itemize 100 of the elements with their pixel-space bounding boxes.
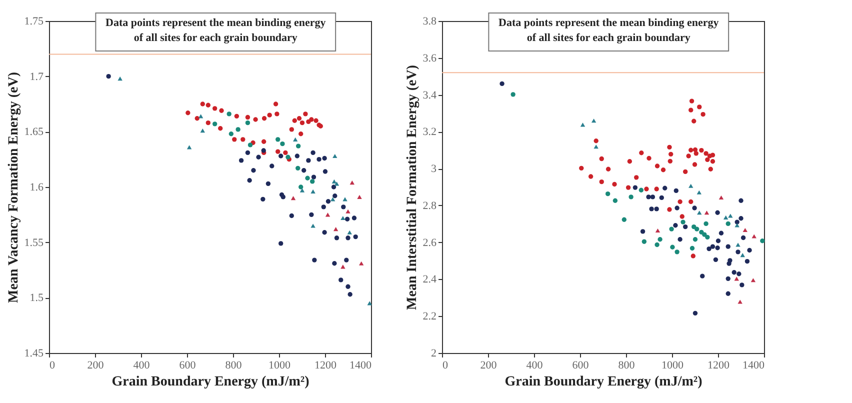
point bbox=[654, 206, 659, 212]
point bbox=[728, 214, 733, 218]
point bbox=[266, 181, 271, 186]
point bbox=[106, 74, 111, 79]
point bbox=[692, 162, 698, 167]
point bbox=[253, 117, 258, 122]
x-tick-label: 600 bbox=[572, 360, 590, 372]
annotation: Data points represent the mean binding energy of all sites for each grain boundary bbox=[106, 17, 326, 44]
point bbox=[228, 132, 234, 136]
point bbox=[740, 235, 746, 240]
point bbox=[344, 258, 349, 262]
point bbox=[344, 216, 350, 222]
y-tick-label: 2.6 bbox=[422, 236, 437, 249]
point bbox=[267, 112, 272, 118]
point bbox=[622, 217, 627, 222]
point bbox=[689, 98, 694, 104]
point bbox=[718, 230, 724, 236]
point bbox=[332, 261, 337, 266]
point bbox=[690, 254, 696, 258]
point bbox=[650, 194, 656, 200]
point bbox=[728, 258, 732, 263]
point bbox=[118, 76, 122, 81]
point bbox=[332, 194, 338, 198]
x-tick-label: 1000 bbox=[268, 360, 291, 372]
point bbox=[704, 210, 710, 215]
point bbox=[294, 154, 300, 158]
point bbox=[510, 92, 516, 97]
point bbox=[340, 216, 346, 220]
point bbox=[326, 199, 331, 204]
point bbox=[726, 244, 730, 249]
point bbox=[606, 166, 611, 172]
point bbox=[296, 116, 302, 121]
point bbox=[667, 207, 672, 212]
x-tick-label: 0 bbox=[442, 360, 448, 372]
point bbox=[325, 212, 330, 217]
point bbox=[723, 215, 728, 220]
point bbox=[726, 221, 730, 226]
point bbox=[200, 128, 205, 133]
point bbox=[668, 158, 673, 164]
point bbox=[736, 242, 740, 247]
y-tick-label: 1.55 bbox=[24, 236, 44, 249]
point bbox=[289, 127, 294, 132]
point bbox=[334, 236, 340, 240]
point bbox=[273, 102, 278, 106]
point bbox=[331, 184, 336, 190]
point bbox=[206, 120, 211, 126]
point bbox=[747, 248, 752, 253]
y-tick-label: 3.8 bbox=[422, 16, 437, 28]
point bbox=[333, 227, 338, 232]
point bbox=[736, 250, 740, 254]
point bbox=[642, 239, 647, 244]
point bbox=[640, 229, 646, 234]
point bbox=[219, 108, 224, 113]
point bbox=[632, 185, 638, 190]
point bbox=[251, 168, 256, 173]
point bbox=[260, 196, 266, 202]
y-tick-label: 3.6 bbox=[422, 52, 437, 64]
point bbox=[710, 159, 716, 164]
point bbox=[186, 110, 190, 116]
point bbox=[240, 137, 246, 142]
point bbox=[306, 158, 311, 163]
y-tick-label: 3 bbox=[431, 163, 437, 176]
point bbox=[674, 250, 680, 254]
point bbox=[740, 282, 744, 288]
point bbox=[245, 150, 250, 156]
point bbox=[738, 198, 744, 203]
point bbox=[310, 150, 316, 156]
y-tick-label: 1.65 bbox=[24, 126, 44, 138]
point bbox=[218, 126, 223, 131]
point bbox=[705, 157, 710, 162]
point bbox=[594, 138, 598, 144]
point bbox=[706, 246, 712, 252]
point bbox=[612, 198, 618, 203]
point bbox=[353, 234, 358, 240]
point bbox=[692, 118, 696, 124]
x-tick-label: 1200 bbox=[708, 360, 730, 372]
point bbox=[715, 246, 720, 250]
point bbox=[627, 159, 632, 164]
x-tick-label: 800 bbox=[225, 360, 242, 372]
point bbox=[694, 226, 700, 232]
point bbox=[310, 224, 316, 228]
point bbox=[700, 274, 705, 278]
point bbox=[654, 186, 659, 192]
point bbox=[332, 179, 337, 184]
point bbox=[278, 241, 284, 246]
point bbox=[322, 169, 328, 174]
point bbox=[634, 175, 639, 180]
point bbox=[696, 190, 702, 194]
point bbox=[690, 246, 695, 251]
y-tick-label: 3.4 bbox=[422, 89, 437, 102]
point bbox=[668, 152, 674, 157]
annotation: Data points represent the mean binding energy of all sites for each grain boundary bbox=[498, 17, 720, 44]
point bbox=[678, 199, 682, 204]
point bbox=[276, 137, 280, 142]
point bbox=[261, 148, 266, 153]
point bbox=[673, 223, 678, 228]
point bbox=[674, 188, 678, 194]
point bbox=[744, 258, 750, 264]
point bbox=[348, 292, 352, 297]
point bbox=[236, 127, 240, 132]
